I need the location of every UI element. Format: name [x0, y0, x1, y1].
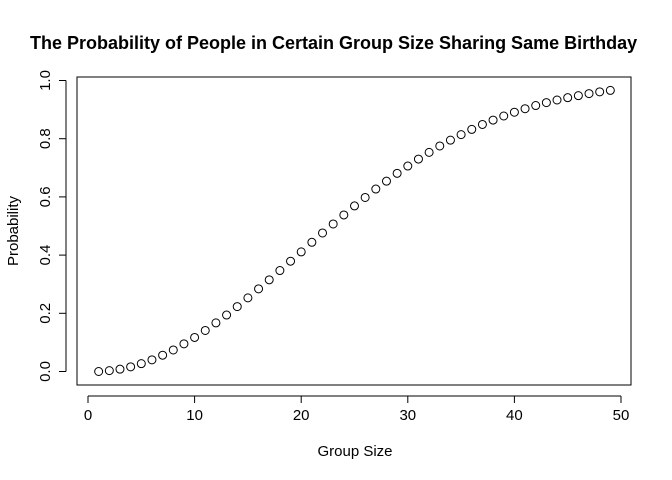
data-point [381, 176, 391, 186]
y-tick-label: 0.2 [37, 303, 54, 324]
x-tick-label: 0 [84, 407, 92, 424]
data-point [360, 192, 370, 202]
y-tick-label: 1.0 [37, 70, 54, 91]
data-point [573, 91, 583, 101]
data-point [168, 345, 178, 355]
x-axis: 0 10 20 30 40 50 [84, 395, 630, 424]
x-tick-label: 40 [506, 407, 523, 424]
data-point [222, 310, 232, 320]
data-point [456, 130, 466, 140]
data-point [520, 104, 530, 114]
data-point [371, 184, 381, 194]
data-point [190, 332, 200, 342]
data-point [232, 302, 242, 312]
data-point [392, 168, 402, 178]
x-tick-label: 30 [399, 407, 416, 424]
data-point [403, 161, 413, 171]
data-point [531, 101, 541, 111]
data-point [179, 339, 189, 349]
data-point [413, 154, 423, 164]
y-axis-label: Probability [5, 195, 22, 266]
y-axis: 0.0 0.2 0.4 0.6 0.8 1.0 [37, 70, 67, 382]
data-point [254, 284, 264, 294]
data-point [477, 119, 487, 129]
data-point [467, 124, 477, 134]
plot-frame [76, 76, 632, 386]
data-points [94, 85, 615, 376]
data-point [307, 237, 317, 247]
data-point [318, 228, 328, 238]
x-tick-label: 50 [613, 407, 630, 424]
data-point [104, 366, 114, 376]
data-point [211, 318, 221, 328]
x-axis-label: Group Size [317, 443, 392, 460]
data-point [286, 256, 296, 266]
data-point [435, 141, 445, 151]
data-point [328, 219, 338, 229]
data-point [424, 147, 434, 157]
data-point [509, 107, 519, 117]
data-point [136, 359, 146, 369]
y-tick-label: 0.4 [37, 245, 54, 266]
data-point [499, 111, 509, 121]
data-point [296, 247, 306, 257]
data-point [158, 350, 168, 360]
data-point [563, 93, 573, 103]
data-point [275, 266, 285, 276]
y-tick-label: 0.6 [37, 186, 54, 207]
data-point [552, 95, 562, 105]
data-point [339, 210, 349, 220]
data-point [350, 201, 359, 211]
data-point [200, 325, 210, 335]
x-tick-label: 10 [186, 407, 203, 424]
data-point [488, 115, 498, 125]
x-tick-label: 20 [293, 407, 310, 424]
data-point [264, 275, 274, 285]
data-point [147, 355, 157, 365]
y-tick-label: 0.8 [37, 128, 54, 149]
data-point [584, 89, 594, 99]
chart-title: The Probability of People in Certain Gro… [30, 33, 637, 53]
data-point [243, 293, 253, 303]
data-point [541, 98, 551, 108]
data-point [605, 85, 615, 95]
data-point [445, 135, 455, 145]
data-point [126, 362, 136, 372]
data-point [94, 367, 104, 376]
data-point [115, 364, 125, 374]
data-point [595, 87, 605, 97]
y-tick-label: 0.0 [37, 361, 54, 382]
